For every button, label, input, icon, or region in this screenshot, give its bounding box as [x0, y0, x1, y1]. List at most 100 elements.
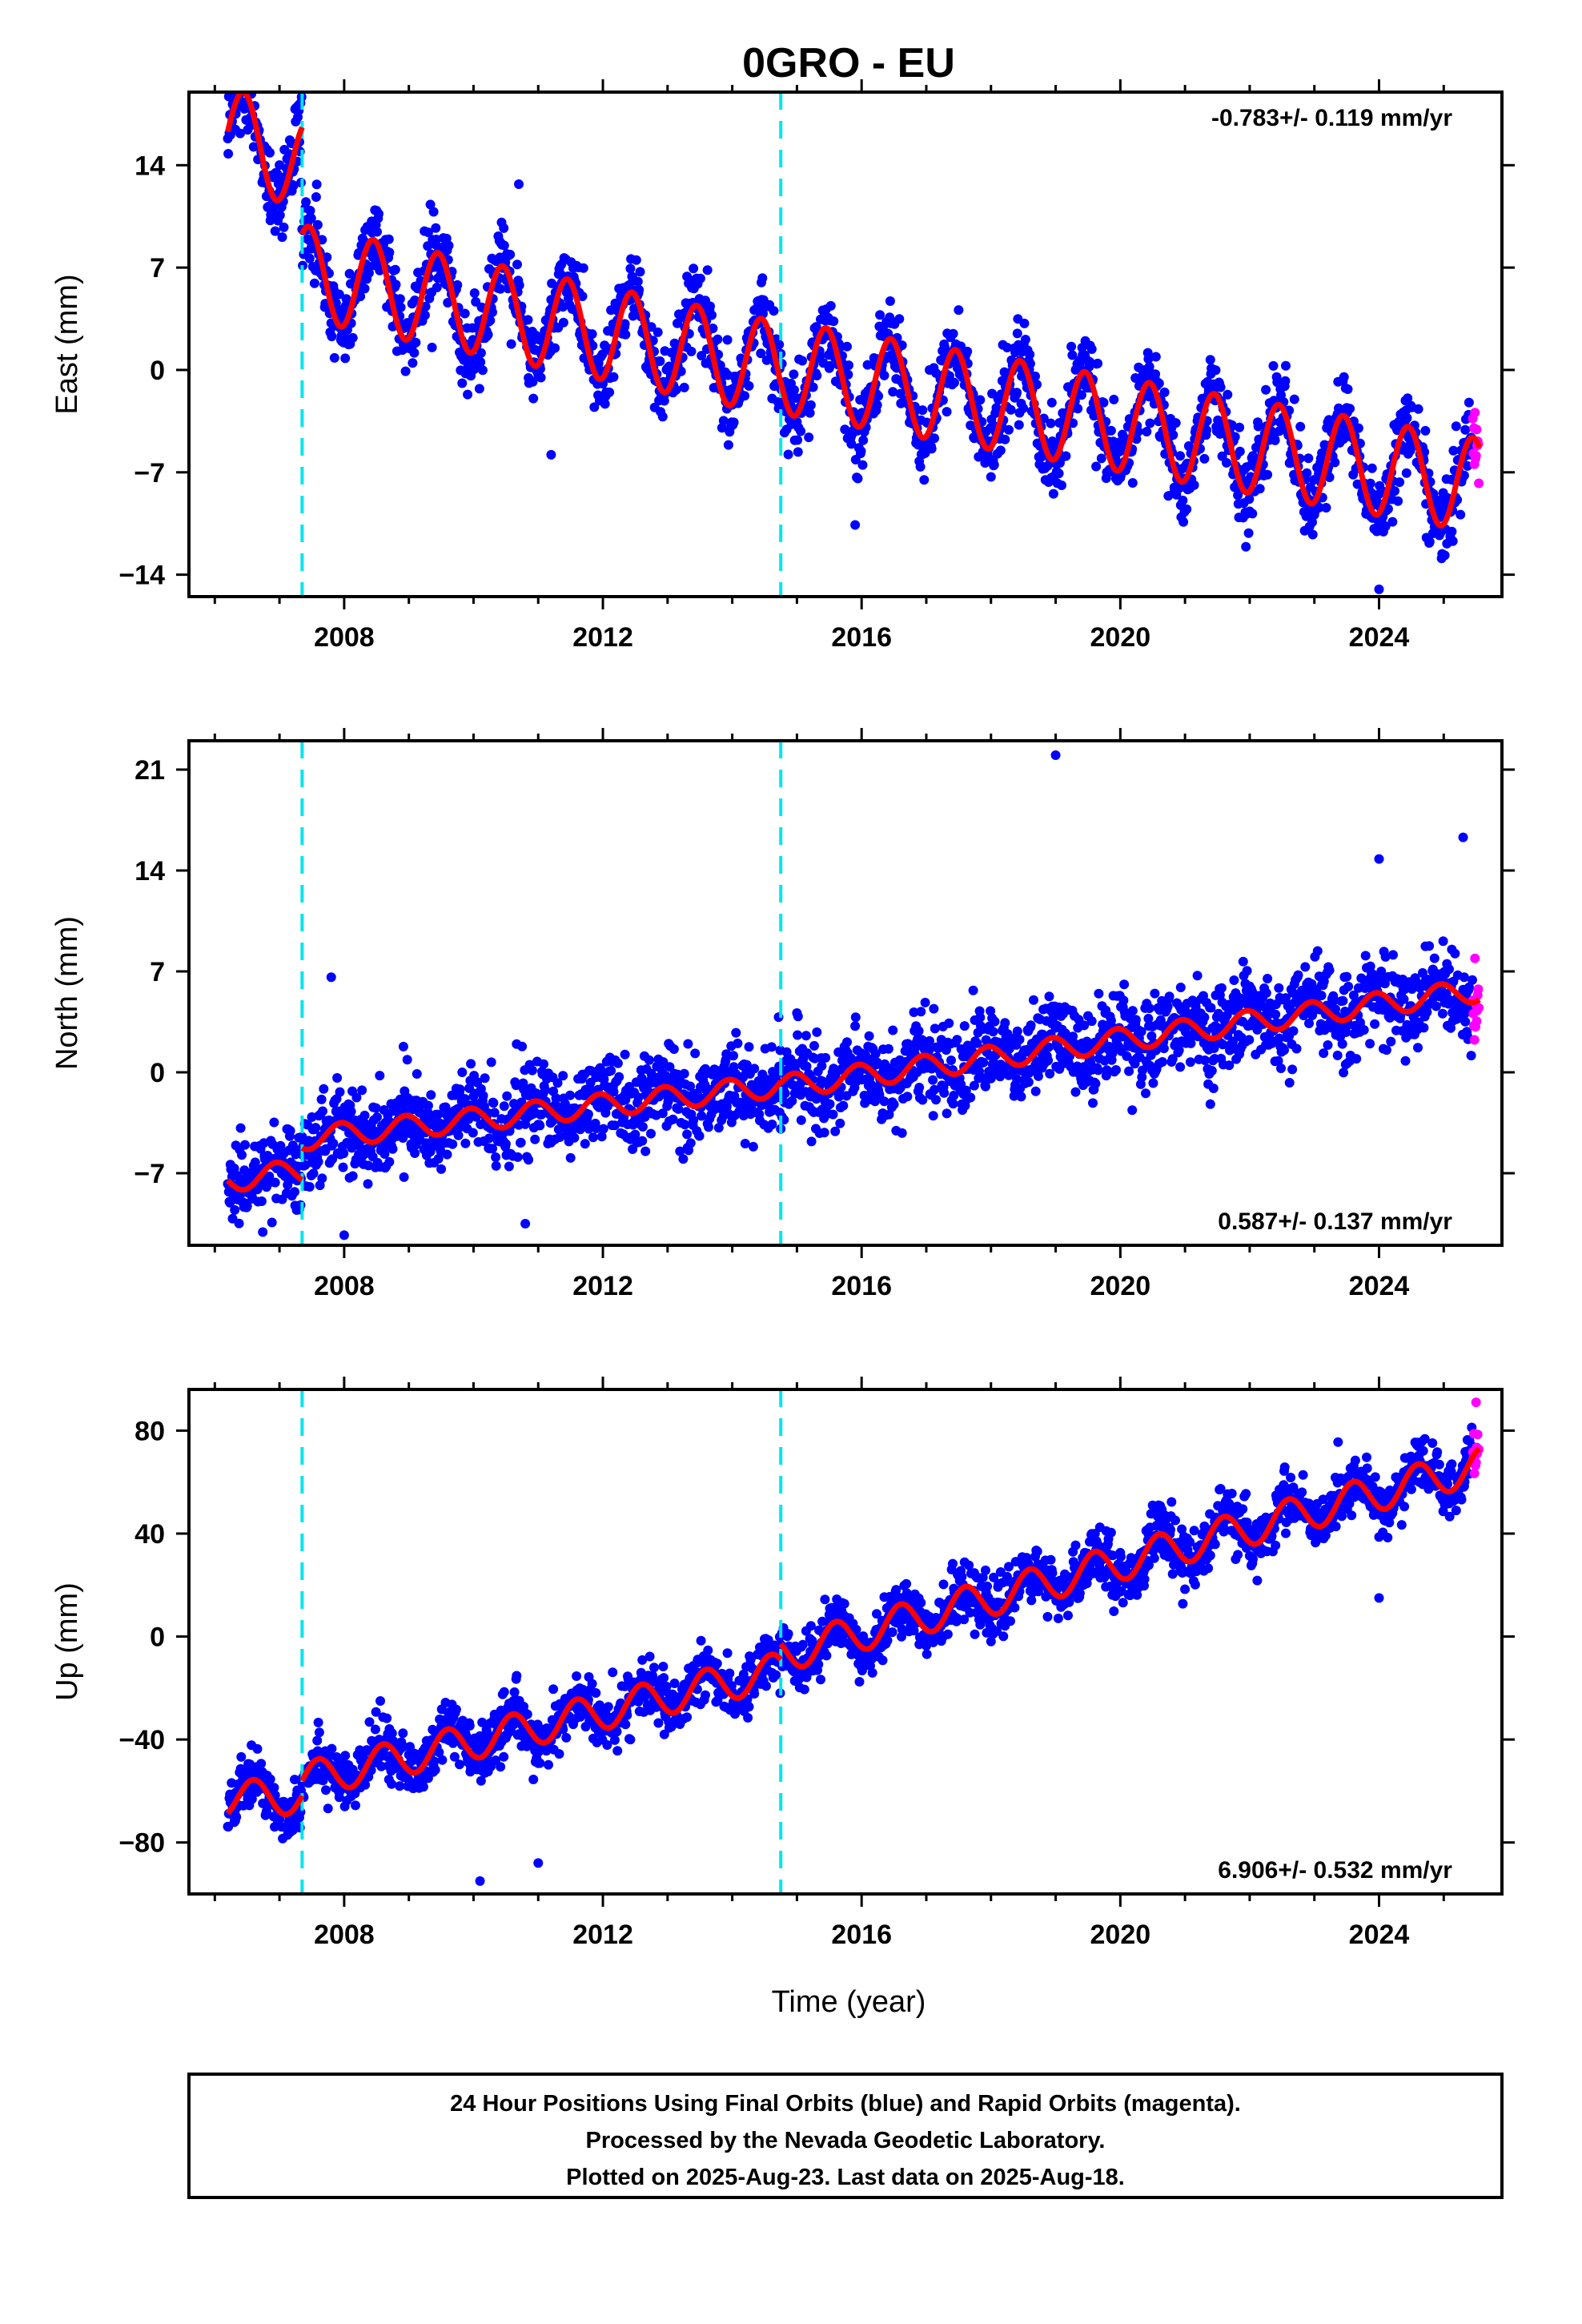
final-orbit-point — [825, 360, 835, 371]
final-orbit-point — [398, 1041, 408, 1051]
final-orbit-point — [850, 1012, 861, 1023]
final-orbit-point — [1014, 1035, 1025, 1044]
final-orbit-point — [925, 1035, 934, 1046]
y-tick-label: 21 — [135, 755, 165, 786]
final-orbit-point — [1270, 435, 1280, 445]
final-orbit-point — [1242, 966, 1252, 976]
final-orbit-point — [1131, 434, 1142, 444]
final-orbit-point — [680, 1120, 690, 1130]
final-orbit-point — [323, 1803, 333, 1814]
final-orbit-point — [697, 351, 707, 361]
final-orbit-point — [448, 1139, 458, 1149]
final-orbit-point — [270, 1177, 280, 1188]
final-orbit-point — [1093, 1065, 1103, 1076]
final-orbit-point — [783, 449, 793, 460]
final-orbit-point — [833, 1092, 844, 1102]
final-orbit-point — [888, 387, 898, 397]
final-orbit-point — [646, 322, 656, 332]
final-orbit-point — [1044, 991, 1054, 1002]
y-tick-label: 14 — [135, 151, 165, 181]
final-orbit-point — [312, 219, 323, 230]
final-orbit-point — [466, 1059, 476, 1069]
y-tick-label: 14 — [135, 856, 165, 887]
final-orbit-point — [539, 1059, 548, 1069]
final-orbit-point — [502, 1091, 512, 1101]
final-orbit-point — [357, 1085, 367, 1096]
final-orbit-point — [1000, 1018, 1010, 1028]
final-orbit-point — [396, 302, 406, 312]
final-orbit-point — [620, 329, 631, 340]
final-orbit-point — [1365, 478, 1375, 489]
final-orbit-point — [928, 1075, 938, 1085]
final-orbit-point — [926, 1063, 937, 1074]
final-orbit-point — [671, 384, 681, 395]
final-orbit-point — [395, 294, 405, 304]
final-orbit-point — [914, 1083, 925, 1092]
final-orbit-point — [949, 1091, 959, 1100]
final-orbit-point — [1002, 343, 1012, 352]
final-orbit-point — [633, 1092, 644, 1103]
final-orbit-point — [398, 1133, 408, 1143]
final-orbit-point — [697, 1111, 707, 1121]
final-orbit-point — [733, 1038, 743, 1048]
final-orbit-point — [966, 1092, 976, 1103]
final-orbit-point — [236, 1751, 247, 1762]
final-orbit-point — [1216, 983, 1227, 993]
final-orbit-point — [252, 1743, 263, 1754]
final-orbit-point — [713, 1123, 724, 1133]
final-orbit-point — [1319, 1048, 1329, 1059]
final-orbit-point — [476, 348, 486, 358]
final-orbit-point — [311, 1123, 321, 1133]
final-orbit-point — [443, 298, 453, 308]
final-orbit-point — [874, 1090, 885, 1100]
final-orbit-point — [478, 1091, 488, 1101]
final-orbit-point — [242, 1201, 252, 1211]
final-orbit-point — [1082, 1036, 1092, 1047]
final-orbit-point — [740, 391, 750, 401]
final-orbit-point — [488, 1144, 497, 1154]
final-orbit-point — [453, 1130, 464, 1140]
final-orbit-point — [275, 1814, 285, 1824]
final-orbit-point — [474, 384, 484, 394]
final-orbit-point — [729, 1051, 738, 1061]
outlier-point — [326, 972, 336, 983]
final-orbit-point — [1447, 536, 1458, 546]
outlier-point — [339, 1230, 349, 1240]
final-orbit-point — [270, 226, 280, 236]
final-orbit-point — [685, 1081, 696, 1092]
final-orbit-point — [679, 1068, 689, 1079]
final-orbit-point — [694, 1131, 705, 1141]
final-orbit-point — [305, 206, 315, 215]
final-orbit-point — [1124, 1066, 1134, 1076]
final-orbit-point — [630, 1129, 640, 1140]
final-orbit-point — [327, 1743, 337, 1754]
final-orbit-point — [1419, 1023, 1429, 1033]
final-orbit-point — [457, 378, 468, 388]
final-orbit-point — [1209, 1043, 1219, 1053]
final-orbit-point — [1030, 371, 1040, 381]
x-tick-label: 2012 — [572, 622, 633, 653]
final-orbit-point — [275, 210, 285, 220]
final-orbit-point — [433, 1109, 443, 1120]
final-orbit-point — [1018, 403, 1029, 413]
final-orbit-point — [240, 1140, 250, 1150]
final-orbit-point — [815, 351, 825, 361]
final-orbit-point — [669, 1044, 679, 1054]
final-orbit-point — [673, 318, 682, 328]
final-orbit-point — [723, 440, 733, 450]
final-orbit-point — [766, 1042, 777, 1052]
final-orbit-point — [722, 335, 733, 345]
final-orbit-point — [675, 1146, 685, 1156]
final-orbit-point — [457, 1068, 468, 1077]
final-orbit-point — [517, 1041, 528, 1051]
final-orbit-point — [884, 1109, 894, 1120]
final-orbit-point — [793, 1011, 803, 1022]
final-orbit-point — [1205, 1099, 1215, 1109]
final-orbit-point — [1061, 451, 1071, 461]
final-orbit-point — [1192, 971, 1203, 981]
final-orbit-point — [256, 1759, 267, 1769]
final-orbit-point — [872, 1057, 882, 1068]
final-orbit-point — [930, 433, 940, 444]
final-orbit-point — [1284, 1078, 1295, 1088]
final-orbit-point — [351, 1092, 362, 1103]
